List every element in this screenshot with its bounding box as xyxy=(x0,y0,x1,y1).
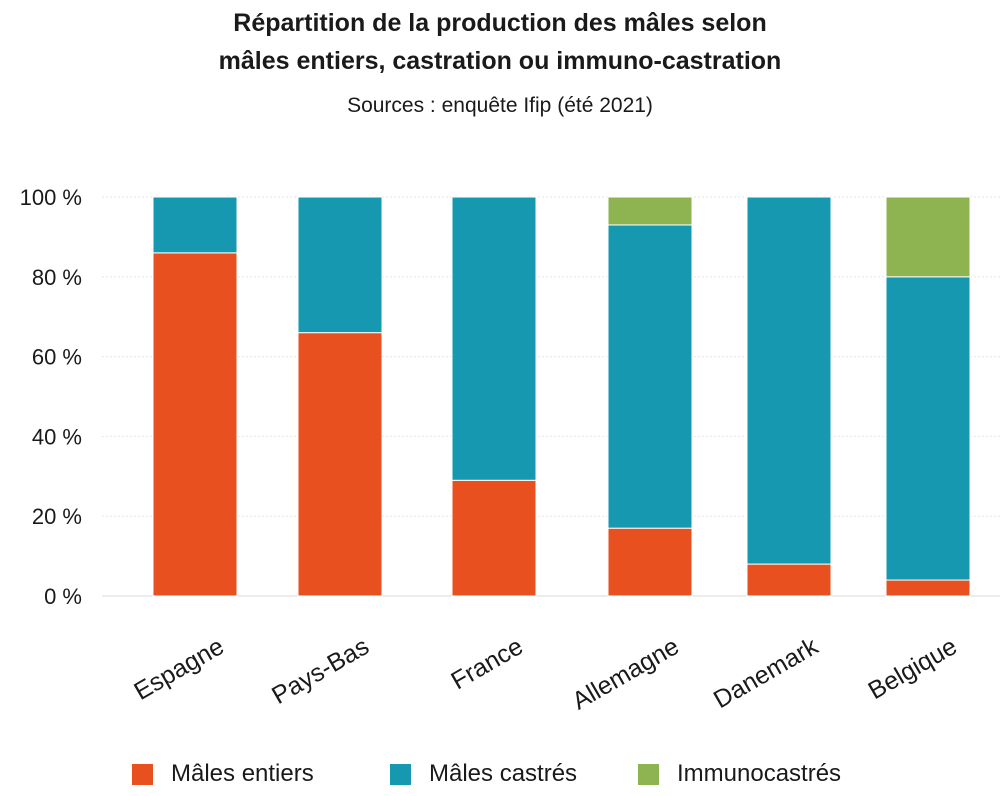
y-axis-ticks: 0 % 20 % 40 % 60 % 80 % 100 % xyxy=(20,185,82,609)
x-tick-label-allemagne: Allemagne xyxy=(567,632,683,715)
x-tick-label-danemark: Danemark xyxy=(709,632,823,714)
legend-item-immunocastres: Immunocastrés xyxy=(638,756,841,792)
chart-subtitle: Sources : enquête Ifip (été 2021) xyxy=(347,94,653,117)
bar-allemagne-males-castres xyxy=(607,224,693,529)
gridlines xyxy=(102,196,1000,597)
y-tick-label: 60 % xyxy=(32,345,82,370)
legend: Mâles entiers Mâles castrés Immunocastré… xyxy=(0,756,1000,792)
legend-label-males-castres: Mâles castrés xyxy=(429,760,578,787)
chart-title-line-1: Répartition de la production des mâles s… xyxy=(233,9,767,37)
chart-title-line-2: mâles entiers, castration ou immuno-cast… xyxy=(218,47,782,75)
bar-belgique-males-castres xyxy=(885,276,971,581)
bars xyxy=(152,196,971,597)
y-tick-label: 100 % xyxy=(20,185,82,210)
chart-title: Répartition de la production des mâles s… xyxy=(0,4,1000,80)
bar-pays-bas-males-castres xyxy=(297,196,383,334)
legend-label-males-entiers: Mâles entiers xyxy=(171,760,314,787)
stacked-bar-chart: 0 % 20 % 40 % 60 % 80 % 100 % Espagne Pays-Bas… xyxy=(20,185,1000,716)
legend-swatch-males-entiers xyxy=(132,763,153,785)
bar-belgique-immunocastres xyxy=(885,196,971,278)
y-tick-label: 80 % xyxy=(32,265,82,290)
bar-france-males-entiers xyxy=(451,479,537,597)
bar-france-males-castres xyxy=(451,196,537,481)
bar-danemark-males-castres xyxy=(746,196,832,565)
bar-allemagne-males-entiers xyxy=(607,527,693,597)
bar-belgique-males-entiers xyxy=(885,579,971,597)
x-tick-label-espagne: Espagne xyxy=(129,632,228,706)
legend-swatch-immunocastres xyxy=(638,763,659,785)
bar-espagne-males-castres xyxy=(152,196,238,254)
y-tick-label: 40 % xyxy=(32,424,82,449)
legend-swatch-males-castres xyxy=(390,763,411,785)
x-tick-label-belgique: Belgique xyxy=(864,632,962,705)
bar-danemark-males-entiers xyxy=(746,563,832,597)
y-tick-label: 20 % xyxy=(32,504,82,529)
bar-pays-bas-males-entiers xyxy=(297,332,383,597)
y-tick-label: 0 % xyxy=(44,584,82,609)
legend-item-males-entiers: Mâles entiers xyxy=(132,756,314,792)
legend-label-immunocastres: Immunocastrés xyxy=(677,760,842,787)
bar-espagne-males-entiers xyxy=(152,252,238,597)
bar-allemagne-immunocastres xyxy=(607,196,693,226)
x-axis-ticks: Espagne Pays-Bas France Allemagne Danemark Be… xyxy=(129,632,961,716)
x-tick-label-pays-bas: Pays-Bas xyxy=(267,632,374,710)
x-tick-label-france: France xyxy=(446,632,527,695)
legend-item-males-castres: Mâles castrés xyxy=(390,756,577,792)
